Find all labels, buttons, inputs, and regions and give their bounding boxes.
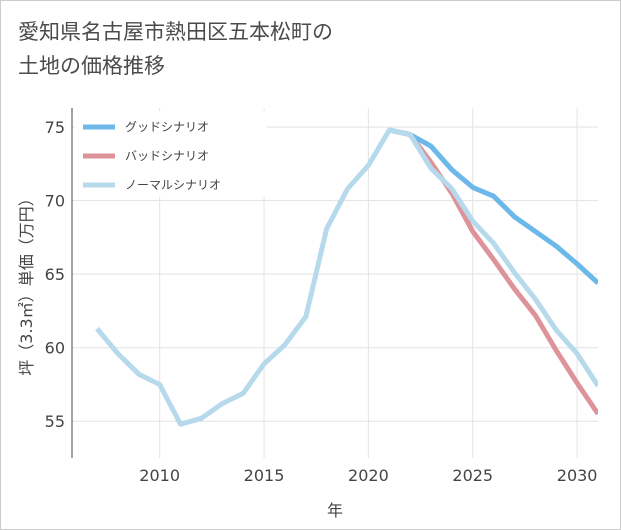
- x-tick-label: 2025: [452, 466, 493, 485]
- x-tick-label: 2020: [348, 466, 389, 485]
- chart-title-line-1: 愛知県名古屋市熱田区五本松町の: [18, 20, 333, 44]
- series-lines: [95, 127, 598, 427]
- legend-label: ノーマルシナリオ: [125, 178, 221, 192]
- y-tick-label: 60: [45, 339, 65, 358]
- y-tick-label: 75: [45, 118, 65, 137]
- legend-label: バッドシナリオ: [125, 149, 209, 163]
- x-axis-title: 年: [327, 501, 343, 520]
- series-line-1: [388, 127, 598, 416]
- grid: [72, 108, 598, 458]
- y-tick-label: 70: [45, 192, 65, 211]
- y-tick-label: 65: [45, 265, 65, 284]
- y-axis-title: 坪（3.3㎡）単価（万円）: [17, 190, 36, 375]
- series-line-2: [95, 127, 598, 427]
- axes: 2010 2015 2020 2025 2030 55 60 65 70 75: [45, 108, 598, 485]
- y-tick-label: 55: [45, 412, 65, 431]
- x-tick-label: 2010: [139, 466, 180, 485]
- x-tick-label: 2015: [244, 466, 285, 485]
- chart-title-line-2: 土地の価格推移: [18, 54, 165, 78]
- x-tick-label: 2030: [557, 466, 598, 485]
- series-line-0: [388, 127, 598, 285]
- legend-label: グッドシナリオ: [125, 120, 209, 134]
- chart-title: 愛知県名古屋市熱田区五本松町の 土地の価格推移: [18, 15, 578, 83]
